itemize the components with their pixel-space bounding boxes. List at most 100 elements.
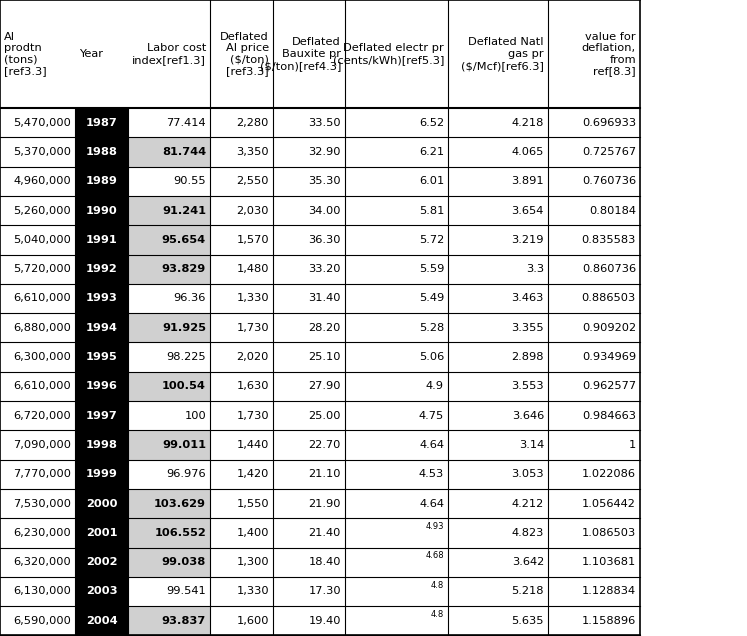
Text: 27.90: 27.90 (309, 382, 341, 391)
Text: 1992: 1992 (86, 264, 117, 274)
Text: 90.55: 90.55 (173, 176, 206, 186)
Bar (128, 518, 210, 548)
Text: 2.898: 2.898 (512, 352, 544, 362)
Text: 1: 1 (629, 440, 636, 450)
Text: 6,720,000: 6,720,000 (13, 411, 71, 420)
Text: 35.30: 35.30 (309, 176, 341, 186)
Text: 0.725767: 0.725767 (582, 147, 636, 157)
Text: 4.823: 4.823 (512, 528, 544, 538)
Bar (75, 108, 128, 137)
Text: 4.218: 4.218 (512, 118, 544, 128)
Bar (75, 371, 128, 401)
Text: 91.925: 91.925 (162, 322, 206, 333)
Bar (75, 518, 128, 548)
Text: 34.00: 34.00 (309, 205, 341, 216)
Text: 36.30: 36.30 (309, 235, 341, 245)
Text: 3.642: 3.642 (512, 557, 544, 567)
Text: 93.837: 93.837 (162, 616, 206, 626)
Text: 6,230,000: 6,230,000 (13, 528, 71, 538)
Text: 6,880,000: 6,880,000 (13, 322, 71, 333)
Text: 5.59: 5.59 (418, 264, 444, 274)
Text: 3.3: 3.3 (526, 264, 544, 274)
Text: 6.52: 6.52 (419, 118, 444, 128)
Bar (75, 225, 128, 254)
Bar (0, 489, 640, 518)
Text: 1,600: 1,600 (237, 616, 269, 626)
Bar (75, 342, 128, 371)
Text: 99.038: 99.038 (162, 557, 206, 567)
Bar (0, 518, 640, 548)
Text: 31.40: 31.40 (309, 293, 341, 303)
Text: 4.8: 4.8 (431, 581, 444, 590)
Text: 1,550: 1,550 (236, 499, 269, 509)
Text: value for
deflation,
from
ref[8.3]: value for deflation, from ref[8.3] (582, 32, 636, 76)
Text: 25.00: 25.00 (309, 411, 341, 420)
Text: 6,610,000: 6,610,000 (13, 293, 71, 303)
Text: 96.36: 96.36 (173, 293, 206, 303)
Text: Al
prodtn
(tons)
[ref3.3]: Al prodtn (tons) [ref3.3] (4, 32, 46, 76)
Text: 91.241: 91.241 (162, 205, 206, 216)
Bar (0, 342, 640, 371)
Text: 4.065: 4.065 (512, 147, 544, 157)
Text: Deflated
Bauxite pr
($/ton)[ref4.3]: Deflated Bauxite pr ($/ton)[ref4.3] (260, 38, 341, 71)
Text: 1998: 1998 (86, 440, 117, 450)
Bar (0, 284, 640, 313)
Bar (75, 489, 128, 518)
Text: 5.06: 5.06 (419, 352, 444, 362)
Text: 1,400: 1,400 (237, 528, 269, 538)
Text: 0.984663: 0.984663 (582, 411, 636, 420)
Bar (75, 431, 128, 460)
Text: 3.553: 3.553 (512, 382, 544, 391)
Text: 17.30: 17.30 (309, 586, 341, 597)
Bar (75, 137, 128, 167)
Bar (75, 577, 128, 606)
Text: 96.976: 96.976 (167, 469, 206, 480)
Text: 0.886503: 0.886503 (582, 293, 636, 303)
Bar (0, 254, 640, 284)
Text: 3.654: 3.654 (512, 205, 544, 216)
Text: 2,030: 2,030 (237, 205, 269, 216)
Text: Labor cost
index[ref1.3]: Labor cost index[ref1.3] (132, 43, 206, 65)
Text: 6,320,000: 6,320,000 (13, 557, 71, 567)
Bar (128, 196, 210, 225)
Text: 2000: 2000 (86, 499, 117, 509)
Bar (0, 401, 640, 431)
Text: Deflated electr pr
(cents/kWh)[ref5.3]: Deflated electr pr (cents/kWh)[ref5.3] (332, 43, 444, 65)
Text: 1987: 1987 (86, 118, 117, 128)
Bar (128, 254, 210, 284)
Text: 2003: 2003 (86, 586, 117, 597)
Text: 1999: 1999 (86, 469, 117, 480)
Bar (75, 460, 128, 489)
Text: 95.654: 95.654 (162, 235, 206, 245)
Text: 1,480: 1,480 (237, 264, 269, 274)
Text: 5,370,000: 5,370,000 (13, 147, 71, 157)
Bar (0, 137, 640, 167)
Text: 4.93: 4.93 (426, 522, 444, 531)
Text: 77.414: 77.414 (167, 118, 206, 128)
Text: 21.90: 21.90 (309, 499, 341, 509)
Bar (0, 0, 640, 635)
Bar (0, 167, 640, 196)
Text: 1,300: 1,300 (236, 557, 269, 567)
Text: 5.49: 5.49 (419, 293, 444, 303)
Text: 1990: 1990 (86, 205, 117, 216)
Text: 18.40: 18.40 (309, 557, 341, 567)
Text: 21.10: 21.10 (309, 469, 341, 480)
Bar (128, 371, 210, 401)
Text: 33.20: 33.20 (309, 264, 341, 274)
Bar (0, 431, 640, 460)
Text: 5.81: 5.81 (418, 205, 444, 216)
Text: 5,470,000: 5,470,000 (13, 118, 71, 128)
Text: 7,530,000: 7,530,000 (13, 499, 71, 509)
Text: 1,420: 1,420 (237, 469, 269, 480)
Text: 1.086503: 1.086503 (582, 528, 636, 538)
Text: 5.218: 5.218 (512, 586, 544, 597)
Text: 4.9: 4.9 (426, 382, 444, 391)
Text: 1,330: 1,330 (236, 293, 269, 303)
Text: Deflated Natl
gas pr
($/Mcf)[ref6.3]: Deflated Natl gas pr ($/Mcf)[ref6.3] (461, 38, 544, 71)
Text: 0.909202: 0.909202 (582, 322, 636, 333)
Text: 1,630: 1,630 (237, 382, 269, 391)
Text: 4.8: 4.8 (431, 610, 444, 619)
Text: 1989: 1989 (86, 176, 117, 186)
Text: 5.635: 5.635 (512, 616, 544, 626)
